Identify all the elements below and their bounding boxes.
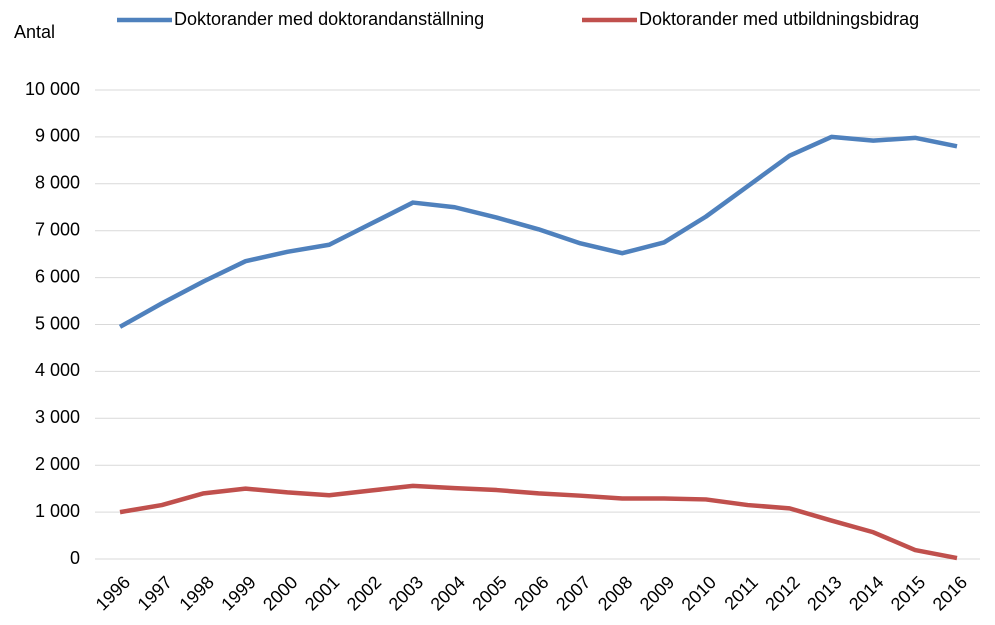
x-tick-label: 2001 — [301, 572, 343, 614]
y-tick-label: 1 000 — [35, 501, 80, 521]
legend-label: Doktorander med utbildningsbidrag — [639, 9, 919, 29]
y-tick-label: 6 000 — [35, 266, 80, 286]
x-tick-label: 2008 — [594, 572, 636, 614]
legend-label: Doktorander med doktorandanställning — [174, 9, 484, 29]
x-tick-label: 2007 — [552, 572, 594, 614]
y-tick-label: 5 000 — [35, 313, 80, 333]
series-line — [119, 483, 958, 561]
x-tick-label: 2000 — [259, 572, 301, 614]
y-axis-label: Antal — [14, 22, 55, 42]
x-tick-label: 2009 — [636, 572, 678, 614]
y-tick-label: 10 000 — [25, 79, 80, 99]
x-tick-label: 2004 — [427, 572, 469, 614]
y-tick-label: 4 000 — [35, 360, 80, 380]
x-tick-label: 2006 — [510, 572, 552, 614]
x-tick-label: 2002 — [343, 572, 385, 614]
y-tick-label: 0 — [70, 548, 80, 568]
x-tick-label: 2014 — [845, 572, 887, 614]
x-tick-label: 2003 — [385, 572, 427, 614]
series-line — [118, 134, 958, 329]
x-tick-label: 2005 — [468, 572, 510, 614]
x-tick-label: 1997 — [134, 572, 176, 614]
y-tick-label: 9 000 — [35, 126, 80, 146]
y-tick-label: 7 000 — [35, 219, 80, 239]
x-tick-label: 2012 — [761, 572, 803, 614]
x-tick-label: 2015 — [887, 572, 929, 614]
x-tick-label: 2016 — [929, 572, 971, 614]
y-tick-label: 3 000 — [35, 407, 80, 427]
y-tick-label: 8 000 — [35, 173, 80, 193]
y-tick-label: 2 000 — [35, 454, 80, 474]
x-tick-label: 1996 — [92, 572, 134, 614]
x-tick-label: 2011 — [720, 572, 762, 614]
x-tick-label: 2010 — [678, 572, 720, 614]
x-tick-label: 1998 — [175, 572, 217, 614]
x-tick-label: 2013 — [803, 572, 845, 614]
x-tick-label: 1999 — [217, 572, 259, 614]
